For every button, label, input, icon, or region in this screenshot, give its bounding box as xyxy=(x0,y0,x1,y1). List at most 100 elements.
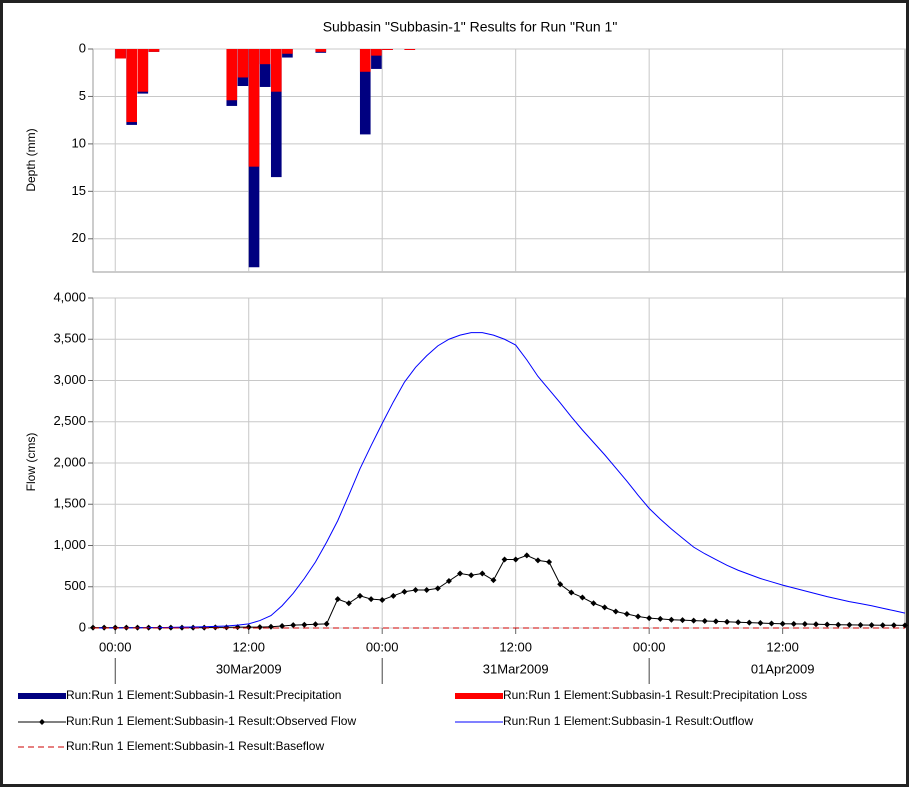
y-tick-label: 20 xyxy=(72,230,86,245)
data-point xyxy=(423,587,430,594)
x-tick-label: 00:00 xyxy=(99,639,132,654)
data-point xyxy=(379,596,386,603)
data-point xyxy=(701,617,708,624)
bar xyxy=(226,49,238,101)
data-point xyxy=(468,572,475,579)
legend-swatch xyxy=(18,693,66,699)
data-point xyxy=(902,622,908,629)
data-point xyxy=(434,585,441,592)
data-point xyxy=(712,618,719,625)
bar xyxy=(371,49,382,56)
y-tick-label: 1,500 xyxy=(53,496,86,511)
bar xyxy=(237,49,249,78)
data-point xyxy=(657,615,664,622)
y-tick-label: 10 xyxy=(72,135,86,150)
data-point xyxy=(356,592,363,599)
y-tick-label: 5 xyxy=(79,88,86,103)
data-point xyxy=(846,621,853,628)
data-point xyxy=(824,621,831,628)
data-point xyxy=(612,608,619,615)
bar xyxy=(359,49,371,72)
legend-swatch xyxy=(455,693,503,699)
data-point xyxy=(457,570,464,577)
data-point xyxy=(534,557,541,564)
bar xyxy=(359,49,371,135)
data-point xyxy=(390,592,397,599)
data-point xyxy=(868,622,875,629)
data-point xyxy=(801,621,808,628)
x-tick-label: 00:00 xyxy=(633,639,666,654)
legend-label: Run:Run 1 Element:Subbasin-1 Result:Base… xyxy=(66,739,324,753)
bar xyxy=(270,49,282,92)
y-tick-label: 0 xyxy=(79,40,86,55)
data-point xyxy=(735,619,742,626)
bar xyxy=(259,49,271,87)
data-point xyxy=(779,620,786,627)
bar xyxy=(148,49,160,52)
bar xyxy=(371,49,382,69)
bar xyxy=(248,49,260,167)
data-point xyxy=(890,622,897,629)
data-point xyxy=(690,617,697,624)
data-point xyxy=(523,552,530,559)
y-axis-label: Flow (cms) xyxy=(24,433,38,492)
x-tick-label: 00:00 xyxy=(366,639,399,654)
bar xyxy=(126,49,137,123)
data-point xyxy=(813,621,820,628)
bar xyxy=(137,49,149,92)
x-tick-label: 12:00 xyxy=(232,639,265,654)
data-point xyxy=(679,617,686,624)
legend-label: Run:Run 1 Element:Subbasin-1 Result:Obse… xyxy=(66,714,356,728)
y-tick-label: 2,000 xyxy=(53,454,86,469)
bar xyxy=(315,49,327,52)
bar xyxy=(282,49,293,54)
legend-label: Run:Run 1 Element:Subbasin-1 Result:Prec… xyxy=(66,688,341,702)
data-point xyxy=(790,620,797,627)
data-point xyxy=(568,589,575,596)
data-point xyxy=(501,556,508,563)
date-label: 01Apr2009 xyxy=(751,661,815,676)
data-point xyxy=(345,600,352,607)
data-point xyxy=(768,620,775,627)
data-point xyxy=(724,618,731,625)
data-point xyxy=(256,624,263,631)
data-point xyxy=(757,620,764,627)
x-tick-label: 12:00 xyxy=(499,639,532,654)
data-point xyxy=(590,600,597,607)
data-point xyxy=(646,615,653,622)
data-point xyxy=(301,621,308,628)
data-point xyxy=(512,556,519,563)
series-line xyxy=(93,332,906,629)
y-tick-label: 2,500 xyxy=(53,413,86,428)
data-point xyxy=(857,621,864,628)
y-tick-label: 3,500 xyxy=(53,331,86,346)
data-point xyxy=(267,623,274,630)
chart-title: Subbasin "Subbasin-1" Results for Run "R… xyxy=(323,19,618,35)
legend-label: Run:Run 1 Element:Subbasin-1 Result:Prec… xyxy=(503,688,807,702)
bar xyxy=(270,49,282,178)
data-point xyxy=(879,622,886,629)
date-label: 30Mar2009 xyxy=(216,661,282,676)
data-point xyxy=(412,587,419,594)
data-point xyxy=(623,610,630,617)
legend-label: Run:Run 1 Element:Subbasin-1 Result:Outf… xyxy=(503,714,753,728)
data-point xyxy=(479,570,486,577)
y-tick-label: 15 xyxy=(72,183,86,198)
legend-marker xyxy=(39,719,45,725)
data-point xyxy=(490,577,497,584)
data-point xyxy=(835,621,842,628)
data-point xyxy=(323,620,330,627)
bar xyxy=(259,49,271,65)
bar xyxy=(404,49,416,50)
data-point xyxy=(279,622,286,629)
data-point xyxy=(579,594,586,601)
data-point xyxy=(445,577,452,584)
bar xyxy=(382,49,393,50)
y-tick-label: 500 xyxy=(64,578,86,593)
y-tick-label: 1,000 xyxy=(53,537,86,552)
data-point xyxy=(312,621,319,628)
date-label: 31Mar2009 xyxy=(483,661,549,676)
data-point xyxy=(601,604,608,611)
data-point xyxy=(334,596,341,603)
